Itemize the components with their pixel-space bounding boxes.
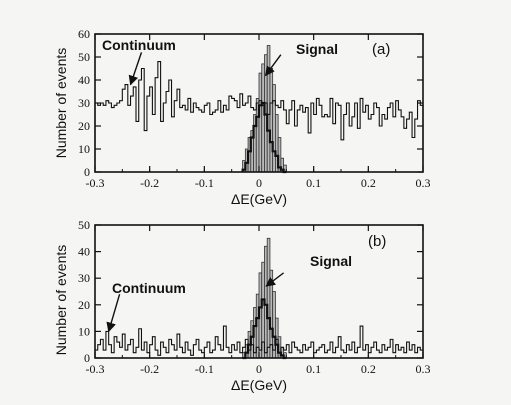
x-tick-label: 0.2 [361, 362, 376, 376]
x-tick-label: 0.2 [361, 176, 376, 190]
x-tick-label: -0.1 [195, 362, 214, 376]
x-tick-label: -0.2 [140, 362, 159, 376]
histogram-bar-signal [272, 84, 276, 173]
y-tick-label: 40 [78, 73, 90, 87]
histogram-bar-signal [261, 63, 265, 173]
x-axis-title: ΔE(GeV) [231, 377, 287, 393]
y-tick-label: 20 [78, 119, 90, 133]
y-tick-label: 0 [84, 165, 90, 179]
y-axis-title: Number of events [53, 245, 69, 356]
signal-arrow [264, 54, 282, 77]
y-tick-label: 0 [84, 351, 90, 365]
histogram-panel-b: -0.3 -0.2 -0.1 0 0.1 0.2 0.3 0 10 20 30 40 50 Number … [53, 218, 431, 393]
x-tick-label: 0 [256, 176, 262, 190]
panel-label: (a) [372, 41, 390, 58]
y-tick-label: 20 [78, 298, 90, 312]
y-tick-label: 60 [78, 27, 90, 41]
y-tick-label: 30 [78, 96, 90, 110]
histogram-line-continuum [94, 325, 424, 358]
continuum-annotation-label: Continuum [112, 280, 186, 296]
x-axis-title: ΔE(GeV) [231, 191, 287, 207]
y-tick-label: 50 [78, 218, 90, 232]
signal-annotation-label: Signal [296, 41, 338, 57]
x-tick-label: -0.3 [86, 362, 105, 376]
panel-label: (b) [368, 233, 386, 250]
continuum-arrow [106, 293, 121, 333]
y-tick-label: 30 [78, 271, 90, 285]
x-tick-label: -0.3 [86, 176, 105, 190]
histogram-bar-signal [258, 72, 263, 173]
x-tick-label: 0.3 [416, 176, 431, 190]
x-tick-label: -0.2 [140, 176, 159, 190]
histogram-bar-signal [266, 237, 271, 359]
histogram-line-signal-peak-component [242, 298, 287, 360]
continuum-arrow [128, 52, 143, 86]
x-tick-label: 0.3 [416, 362, 431, 376]
histogram-panel-a: -0.3 -0.2 -0.1 0 0.1 0.2 0.3 0 10 20 30 40 50 60 Numbe… [53, 27, 431, 207]
signal-arrow [265, 272, 285, 287]
histogram-bar-signal [269, 68, 274, 173]
y-tick-label: 40 [78, 245, 90, 259]
signal-annotation-label: Signal [310, 253, 352, 269]
histogram-line-continuum [94, 61, 424, 172]
y-tick-label: 10 [78, 324, 90, 338]
continuum-annotation-label: Continuum [102, 37, 176, 53]
x-tick-label: 0.1 [306, 176, 321, 190]
y-axis-title: Number of events [53, 48, 69, 159]
y-tick-label: 10 [78, 142, 90, 156]
histogram-line-signal-peak-component [241, 101, 287, 174]
x-tick-label: -0.1 [195, 176, 214, 190]
x-tick-label: 0.1 [306, 362, 321, 376]
x-tick-label: 0 [256, 362, 262, 376]
y-tick-label: 50 [78, 50, 90, 64]
